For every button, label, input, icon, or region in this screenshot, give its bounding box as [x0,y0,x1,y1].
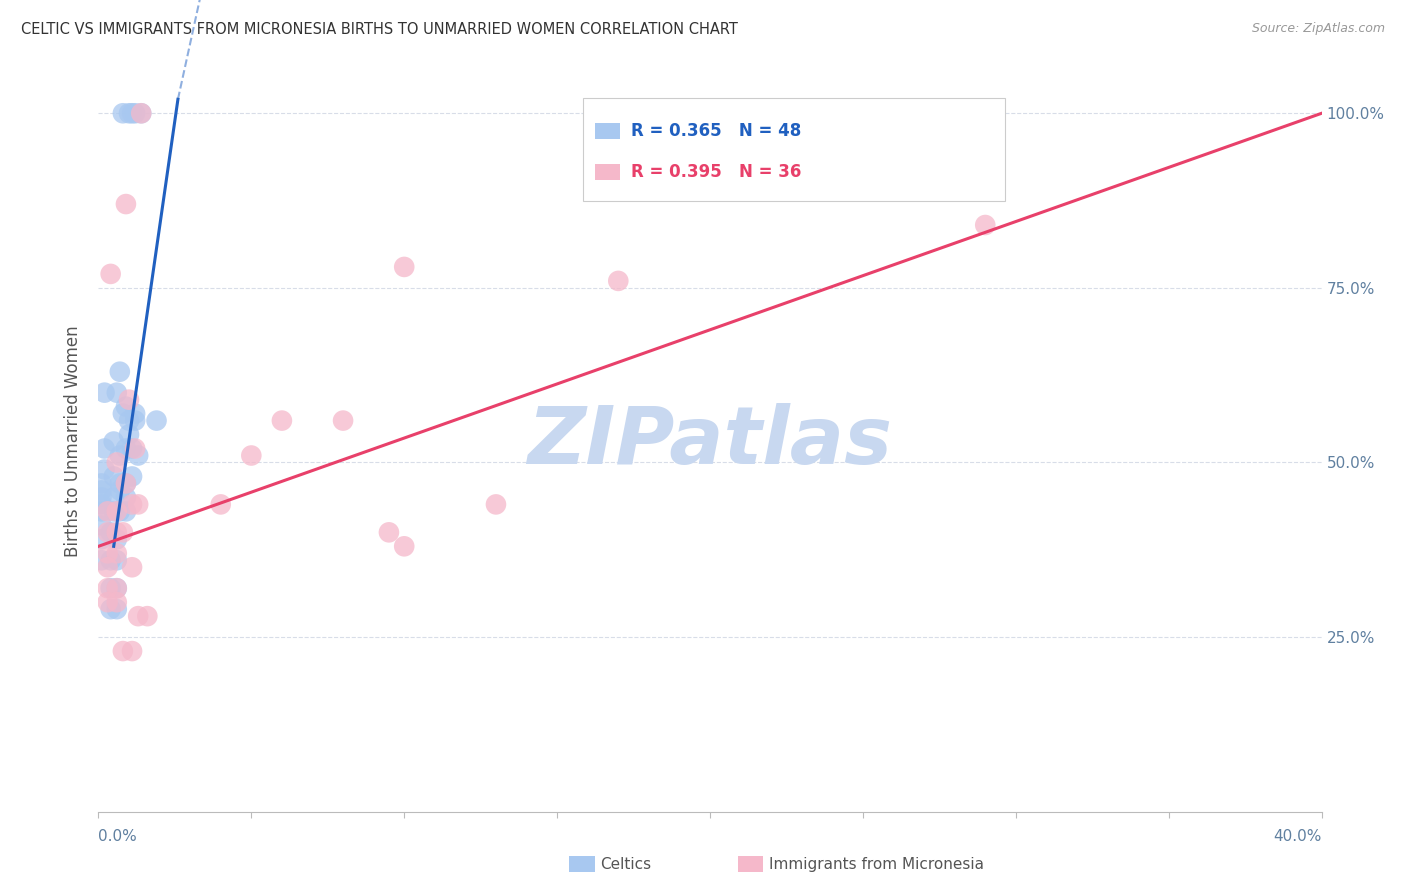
Point [100,602,122,616]
Point [90,518,112,533]
Point [115,400,138,414]
Point [97,504,120,518]
Point [90,504,112,518]
Point [124,106,146,120]
Point [105,546,128,560]
Text: 40.0%: 40.0% [1274,830,1322,844]
Point [270,414,292,428]
Point [127,449,149,463]
Text: R = 0.365   N = 48: R = 0.365 N = 48 [631,122,801,140]
Point [121,469,143,483]
Point [103,434,125,449]
Point [108,504,131,518]
Point [100,267,122,281]
Point [103,469,125,483]
Point [111,525,134,540]
Point [105,553,128,567]
Text: Source: ZipAtlas.com: Source: ZipAtlas.com [1251,22,1385,36]
Point [103,491,125,505]
Text: Celtics: Celtics [600,857,651,871]
Point [90,491,112,505]
Point [121,497,143,511]
Point [124,414,146,428]
Point [90,553,112,567]
Point [97,525,120,540]
Point [105,533,128,547]
Point [118,427,141,442]
Point [90,483,112,498]
Point [111,644,134,658]
Point [108,449,131,463]
Point [392,260,416,274]
Text: Immigrants from Micronesia: Immigrants from Micronesia [769,857,984,871]
Point [105,581,128,595]
Point [136,609,159,624]
Point [124,407,146,421]
Y-axis label: Births to Unmarried Women: Births to Unmarried Women [63,326,82,558]
Point [118,106,141,120]
Point [97,546,120,560]
Point [129,106,152,120]
Point [115,442,138,456]
Point [97,560,120,574]
Point [93,462,115,476]
Point [115,504,138,518]
Point [118,414,141,428]
Point [127,609,149,624]
Point [115,476,138,491]
Point [332,414,354,428]
Point [105,525,128,540]
Text: CELTIC VS IMMIGRANTS FROM MICRONESIA BIRTHS TO UNMARRIED WOMEN CORRELATION CHART: CELTIC VS IMMIGRANTS FROM MICRONESIA BIR… [21,22,738,37]
Point [127,497,149,511]
Text: 0.0%: 0.0% [98,830,138,844]
Point [121,106,143,120]
Point [111,407,134,421]
Point [129,106,152,120]
Point [378,525,401,540]
Point [105,385,128,400]
Point [111,106,134,120]
Point [121,560,143,574]
Point [108,483,131,498]
Text: ZIPatlas: ZIPatlas [527,402,893,481]
Point [108,365,131,379]
Point [90,533,112,547]
Point [93,442,115,456]
Point [100,553,122,567]
Point [115,491,138,505]
Point [103,504,125,518]
Point [93,385,115,400]
Point [124,442,146,456]
Point [145,414,167,428]
Point [97,581,120,595]
Point [100,581,122,595]
Point [105,455,128,469]
Point [607,274,630,288]
Text: R = 0.395   N = 36: R = 0.395 N = 36 [631,163,801,181]
Point [118,392,141,407]
Point [974,218,997,232]
Point [121,442,143,456]
Point [485,497,508,511]
Point [240,449,263,463]
Point [121,644,143,658]
Point [90,476,112,491]
Point [115,197,138,211]
Point [209,497,232,511]
Point [100,525,122,540]
Point [90,497,112,511]
Point [108,476,131,491]
Point [97,595,120,609]
Point [392,539,416,553]
Point [105,595,128,609]
Point [105,602,128,616]
Point [115,476,138,491]
Point [105,504,128,518]
Point [105,581,128,595]
